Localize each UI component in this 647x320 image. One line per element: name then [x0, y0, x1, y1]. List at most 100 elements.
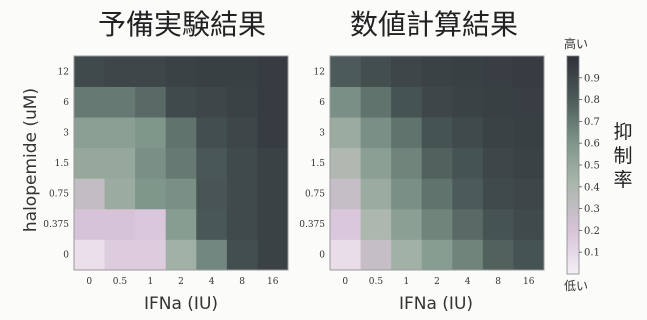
- heatmap-cell: [330, 56, 361, 87]
- y-tick-label: 0: [319, 251, 325, 261]
- x-tick-label: 4: [465, 277, 471, 287]
- heatmap-cell: [513, 117, 545, 149]
- heatmap-cell: [513, 208, 545, 240]
- heatmap-cell: [104, 117, 136, 149]
- colorbar: 高い 0.1 0.2 0.3 0.4 0.5 0.6 0.7 0.8 0.9 低い 抑制率: [564, 36, 633, 293]
- heatmap-cell: [135, 147, 167, 179]
- heatmap-cell: [421, 56, 453, 87]
- x-tick-label: 1: [148, 277, 154, 287]
- heatmap-cell: [513, 86, 545, 118]
- colorbar-tick-label: 0.3: [584, 204, 600, 215]
- colorbar-tick-label: 0.4: [584, 182, 600, 193]
- x-tick-label: 0.5: [369, 277, 384, 287]
- heatmap-cell: [135, 178, 167, 210]
- x-axis-title-left: IFNa (IU): [144, 294, 218, 314]
- heatmap-cell: [165, 147, 197, 179]
- heatmap-cell: [196, 86, 228, 118]
- heatmap-cell: [226, 147, 258, 179]
- colorbar-tick-label: 0.8: [584, 95, 600, 106]
- x-tick-label: 0.5: [113, 277, 128, 287]
- heatmap-cell: [360, 178, 392, 210]
- heatmap-cell: [421, 178, 453, 210]
- x-tick-label: 2: [434, 277, 440, 287]
- heatmap-cell: [391, 208, 423, 240]
- heatmap-cell: [360, 239, 392, 271]
- heatmap-cell: [513, 178, 545, 210]
- x-tick-labels-right: 0 0.5 1 2 4 8 16: [342, 277, 534, 287]
- x-tick-label: 0: [86, 277, 92, 287]
- heatmap-cell: [330, 86, 361, 118]
- heatmap-cell: [257, 117, 289, 149]
- heatmap-cell: [482, 86, 514, 118]
- colorbar-label-char: 抑: [613, 121, 632, 143]
- colorbar-tick-label: 0.6: [584, 139, 600, 150]
- y-tick-label: 1.5: [55, 159, 70, 169]
- chart-title-left: 予備実験結果: [98, 8, 266, 41]
- heatmap-cell: [257, 208, 289, 240]
- y-axis-title: halopemide (uM): [21, 88, 41, 232]
- heatmap-cell: [135, 239, 167, 271]
- x-tick-label: 16: [267, 277, 279, 287]
- heatmap-cell: [135, 208, 167, 240]
- x-axis-title-right: IFNa (IU): [399, 294, 473, 314]
- colorbar-tick-label: 0.9: [584, 73, 600, 84]
- y-tick-label: 0.375: [299, 220, 325, 230]
- heatmap-cell: [391, 86, 423, 118]
- heatmap-cell: [421, 86, 453, 118]
- heatmap-cell: [452, 117, 484, 149]
- heatmap-cell: [482, 178, 514, 210]
- heatmap-cell: [74, 147, 105, 179]
- heatmap-cell: [165, 208, 197, 240]
- heatmap-cell: [421, 239, 453, 271]
- heatmap-cell: [330, 117, 361, 149]
- heatmap-cell: [196, 239, 228, 271]
- heatmap-cell: [257, 147, 289, 179]
- heatmap-cell: [226, 86, 258, 118]
- heatmap-cell: [452, 178, 484, 210]
- heatmap-cell: [74, 56, 105, 87]
- heatmap-cell: [257, 86, 289, 118]
- heatmap-cell: [452, 208, 484, 240]
- heatmap-cell: [104, 208, 136, 240]
- x-tick-label: 8: [495, 277, 501, 287]
- heatmap-cell: [330, 208, 361, 240]
- colorbar-tick-label: 0.1: [584, 248, 600, 259]
- heatmap-cell: [421, 147, 453, 179]
- heatmap-cell: [513, 56, 545, 87]
- heatmap-cell: [330, 178, 361, 210]
- heatmap-cell: [165, 56, 197, 87]
- heatmap-cell: [104, 178, 136, 210]
- heatmap-cell: [165, 86, 197, 118]
- heatmap-cell: [226, 208, 258, 240]
- colorbar-label: 抑制率: [613, 121, 632, 191]
- colorbar-label-char: 制: [613, 145, 632, 167]
- y-tick-label: 12: [314, 67, 325, 77]
- colorbar-tick-label: 0.2: [584, 226, 600, 237]
- y-tick-label: 12: [58, 67, 69, 77]
- heatmap-cell: [226, 178, 258, 210]
- heatmap-cell: [360, 86, 392, 118]
- heatmap-cell: [226, 56, 258, 87]
- heatmap-cell: [421, 117, 453, 149]
- heatmap-cell: [104, 56, 136, 87]
- x-tick-label: 8: [239, 277, 245, 287]
- heatmap-cell: [360, 117, 392, 149]
- heatmap-cell: [74, 86, 105, 118]
- heatmap-cell: [482, 239, 514, 271]
- colorbar-gradient: [566, 55, 580, 275]
- heatmap-cell: [135, 86, 167, 118]
- colorbar-high-label: 高い: [564, 36, 588, 51]
- heatmap-cells-right: [330, 56, 545, 271]
- heatmap-cell: [196, 147, 228, 179]
- heatmap-cell: [482, 147, 514, 179]
- heatmap-cell: [257, 239, 289, 271]
- y-tick-label: 6: [63, 98, 69, 108]
- heatmap-cell: [360, 56, 392, 87]
- heatmap-cell: [513, 239, 545, 271]
- heatmap-cell: [391, 239, 423, 271]
- x-tick-label: 2: [178, 277, 184, 287]
- chart-title-right: 数値計算結果: [350, 8, 518, 41]
- heatmap-cell: [196, 178, 228, 210]
